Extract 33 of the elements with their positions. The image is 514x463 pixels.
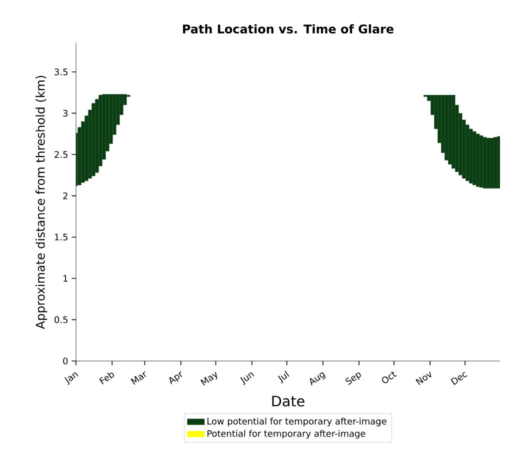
bar [469, 128, 473, 184]
y-axis-title: Approximate distance from threshold (km) [36, 76, 48, 330]
chart-title: Path Location vs. Time of Glare [183, 24, 394, 34]
y-tick-label: 2.5 [54, 151, 68, 158]
y-tick-label: 3 [63, 110, 68, 117]
y-tick-label: 1 [64, 275, 68, 282]
x-tick-label: Apr [169, 371, 182, 384]
x-tick-label: Sep [346, 372, 361, 385]
x-tick-label: Dec [450, 372, 468, 385]
bar [444, 94, 448, 160]
legend-label: Potential for temporary after-image [207, 430, 366, 439]
y-tick-label: 3.5 [54, 68, 68, 76]
bar [452, 94, 456, 169]
x-tick-label: Nov [416, 372, 432, 386]
x-tick-label: Jan [64, 372, 78, 386]
bar [497, 136, 500, 188]
bar [92, 103, 96, 176]
x-tick-label: Aug [310, 372, 326, 386]
x-tick-label: Oct [382, 372, 397, 384]
bar [472, 131, 476, 186]
x-tick-label: Jul [278, 370, 290, 384]
y-tick-label: 0 [63, 358, 68, 364]
x-tick-label: Feb [99, 372, 114, 384]
x-tick-label: Jun [240, 372, 254, 386]
x-tick-label: May [200, 372, 218, 386]
x-axis-title: Date [272, 396, 304, 406]
y-tick-label: 2 [63, 192, 68, 200]
x-tick-label: Mar [130, 371, 146, 385]
bar [476, 134, 480, 187]
legend-label: Low potential for temporary after-image [207, 418, 386, 426]
bar [480, 135, 484, 188]
y-tick-label: 0.5 [54, 316, 68, 324]
y-tick-label: 1.5 [54, 234, 68, 240]
